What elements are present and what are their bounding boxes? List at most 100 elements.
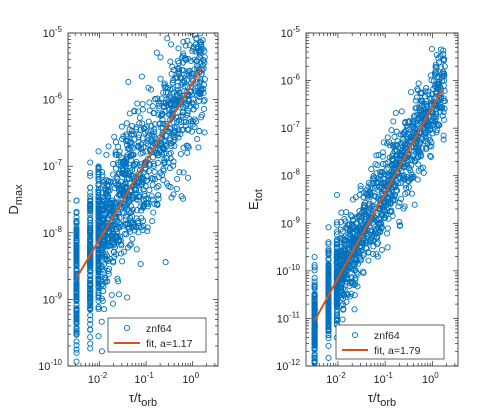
data-point (170, 119, 177, 126)
data-point (144, 224, 151, 231)
data-point (165, 183, 172, 190)
data-point (146, 99, 153, 106)
data-point (101, 275, 109, 282)
data-point (124, 294, 131, 301)
data-point (325, 272, 332, 279)
data-point (100, 237, 107, 244)
data-point (188, 128, 195, 135)
data-point (151, 200, 158, 207)
y-axis-label: Dmax (6, 184, 25, 215)
data-point (103, 235, 110, 242)
data-point (165, 128, 172, 135)
data-point (181, 79, 188, 86)
data-point (136, 186, 143, 194)
fit-line (313, 88, 443, 322)
data-point (311, 345, 318, 352)
data-point (201, 14, 206, 19)
data-point (196, 78, 203, 86)
data-point (73, 329, 80, 336)
data-point (157, 112, 164, 119)
data-point (168, 94, 175, 101)
data-point (341, 286, 348, 293)
data-point (432, 115, 439, 123)
x-axis-label: τ/torb (129, 390, 157, 409)
data-point (87, 289, 94, 296)
legend-box (107, 317, 207, 353)
y-tick-label: 10-8 (281, 168, 301, 183)
data-point (342, 233, 349, 240)
data-point (126, 139, 133, 146)
data-point (341, 254, 348, 261)
data-point (325, 274, 332, 281)
data-point (423, 101, 430, 108)
chart-right-etot: 10-12 10-11 10-10 10-9 10-8 10-7 10-6 10-5 10-2 1… (246, 25, 459, 409)
data-point (365, 179, 372, 186)
data-point (400, 205, 407, 212)
data-point (160, 89, 167, 96)
data-point (374, 180, 381, 187)
data-point (125, 170, 132, 177)
data-point (370, 221, 377, 228)
data-point (123, 176, 130, 183)
data-point (192, 7, 197, 12)
data-point (333, 241, 340, 248)
data-point (366, 189, 374, 197)
data-point (109, 230, 116, 237)
data-point (118, 123, 125, 130)
data-point (333, 300, 340, 308)
data-point (401, 141, 409, 149)
y-tick-label: 10-11 (277, 310, 301, 325)
data-point (437, 46, 444, 53)
data-point (150, 160, 157, 167)
data-point (160, 100, 167, 107)
data-point (433, 70, 440, 77)
data-point (168, 194, 175, 201)
data-point (95, 168, 102, 175)
data-point (121, 230, 128, 237)
data-point (199, 45, 207, 52)
data-point (167, 155, 174, 162)
data-point (417, 139, 424, 146)
data-point (129, 145, 136, 152)
data-point (170, 191, 177, 198)
data-point (325, 304, 332, 312)
legend-marker-icon (123, 324, 131, 332)
data-point (359, 214, 366, 221)
data-point (415, 80, 422, 87)
data-point (388, 169, 395, 176)
data-point (108, 200, 115, 208)
data-point (368, 227, 375, 234)
data-point (357, 255, 364, 263)
data-point (350, 281, 358, 289)
data-point (384, 244, 391, 251)
data-point (200, 105, 208, 112)
data-point (115, 191, 122, 199)
data-point (427, 153, 435, 160)
legend-marker-icon (351, 331, 359, 339)
data-point (174, 83, 181, 90)
data-point (163, 155, 170, 162)
data-point (73, 237, 80, 244)
data-point (197, 39, 205, 46)
data-point (325, 239, 332, 246)
data-point (394, 156, 401, 163)
data-point (169, 79, 176, 86)
data-point (383, 166, 390, 173)
data-point (175, 26, 180, 31)
data-point (95, 259, 102, 266)
data-point (95, 227, 102, 234)
data-point (348, 274, 355, 281)
data-point (379, 160, 387, 167)
data-point (425, 91, 432, 98)
data-point (340, 248, 347, 255)
x-tick-label: 10-1 (134, 371, 154, 386)
data-point (169, 112, 176, 119)
legend-label-fit: fit, a=1.17 (146, 338, 193, 350)
data-point (311, 324, 318, 331)
data-point (423, 85, 430, 92)
data-point (139, 100, 146, 108)
data-point (95, 208, 102, 215)
data-point (139, 120, 146, 127)
data-point (87, 268, 94, 275)
